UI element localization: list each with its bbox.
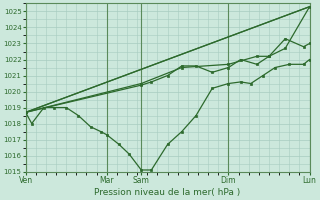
X-axis label: Pression niveau de la mer( hPa ): Pression niveau de la mer( hPa ) — [94, 188, 241, 197]
